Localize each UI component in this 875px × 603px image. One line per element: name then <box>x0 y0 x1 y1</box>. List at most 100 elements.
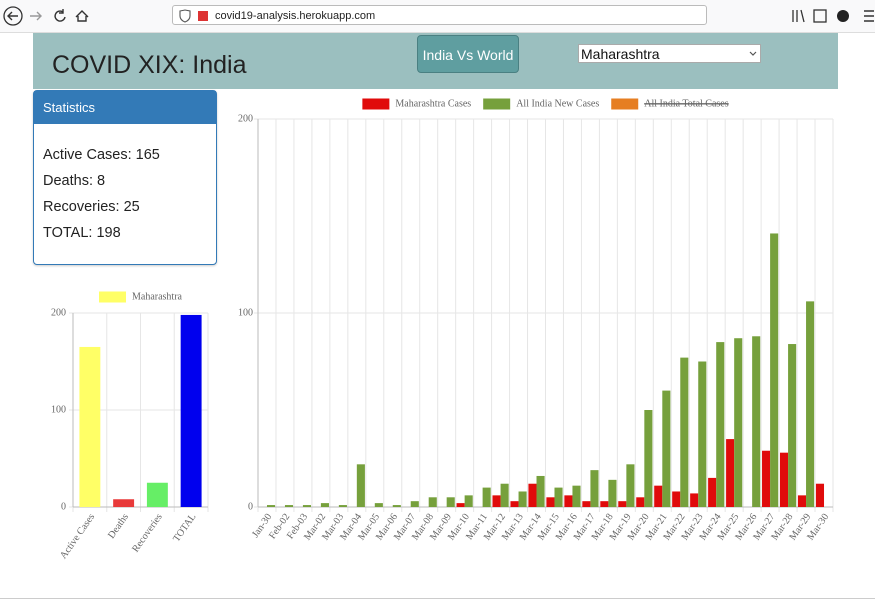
bar <box>528 483 537 507</box>
bar <box>600 501 609 507</box>
bar <box>482 487 491 507</box>
back-arrow <box>7 11 18 21</box>
statistics-card: Statistics Active Cases: 165 Deaths: 8 R… <box>33 90 217 265</box>
bar <box>582 501 591 507</box>
forward-button[interactable] <box>30 11 42 21</box>
card-title: Statistics <box>34 91 216 124</box>
legend-swatch <box>611 98 639 110</box>
bar <box>752 336 761 507</box>
select-value: Maharashtra <box>581 46 660 62</box>
y-tick-label: 200 <box>51 307 66 318</box>
bar <box>284 505 294 507</box>
x-tick-label: Recoveries <box>130 512 165 555</box>
browser-toolbar: covid19-analysis.herokuapp.com <box>0 0 875 33</box>
bar <box>302 505 312 507</box>
bar <box>788 344 797 507</box>
bar <box>564 495 573 507</box>
bar <box>644 410 653 507</box>
library-button[interactable] <box>792 9 805 23</box>
bar <box>510 501 519 507</box>
reload-button[interactable] <box>54 9 66 22</box>
bottom-border <box>0 598 875 599</box>
stat-line: TOTAL: 198 <box>43 225 121 241</box>
y-tick-label: 0 <box>61 501 66 512</box>
bar <box>708 477 717 507</box>
bar <box>734 338 743 507</box>
state-select[interactable]: Maharashtra <box>578 44 761 63</box>
bar <box>146 482 168 507</box>
legend-swatch <box>99 291 127 303</box>
url-icons <box>179 9 208 23</box>
y-tick-label: 200 <box>238 113 253 124</box>
y-tick-label: 100 <box>238 307 253 318</box>
legend-swatch <box>362 98 390 110</box>
sidebar-button[interactable] <box>813 9 827 23</box>
bar <box>180 314 202 507</box>
bar <box>492 495 501 507</box>
bar <box>338 505 347 507</box>
bar <box>428 497 437 507</box>
bar <box>554 487 563 507</box>
bar <box>392 505 401 507</box>
url-bar[interactable]: covid19-analysis.herokuapp.com <box>172 5 707 25</box>
bar <box>79 346 101 507</box>
bar <box>815 483 825 507</box>
bar <box>690 493 699 507</box>
bar <box>797 495 807 507</box>
bar <box>356 464 365 507</box>
bar <box>770 233 779 507</box>
bar <box>762 450 771 507</box>
bar <box>662 390 671 507</box>
bar <box>518 491 527 507</box>
bar <box>636 497 645 507</box>
back-button[interactable] <box>3 6 23 26</box>
bar <box>716 342 725 507</box>
stat-line: Deaths: 8 <box>43 173 106 189</box>
legend-label: All India New Cases <box>516 98 599 109</box>
account-button[interactable] <box>837 10 849 22</box>
home-button[interactable] <box>75 10 89 22</box>
stat-line: Active Cases: 165 <box>43 147 160 163</box>
bar <box>446 497 455 507</box>
bar <box>500 483 509 507</box>
bar <box>618 501 627 507</box>
bar <box>726 439 735 507</box>
bar <box>410 501 419 507</box>
bar <box>779 452 789 507</box>
bar <box>464 495 473 507</box>
stat-line: Recoveries: 25 <box>43 199 140 215</box>
bar <box>113 499 135 507</box>
bar <box>456 503 465 507</box>
bar <box>698 361 707 507</box>
legend-label: Maharashtra <box>132 291 183 302</box>
app-title: COVID XIX: India <box>52 51 247 79</box>
shield-icon <box>179 9 191 23</box>
chevron <box>749 51 757 56</box>
bar <box>590 470 599 507</box>
app-header: COVID XIX: India India Vs World Maharash… <box>33 33 838 89</box>
bar <box>320 503 329 507</box>
india-vs-world-button[interactable]: India Vs World <box>417 35 519 73</box>
bar <box>626 464 635 507</box>
y-tick-label: 100 <box>51 404 66 415</box>
bar <box>672 491 681 507</box>
bar <box>806 301 815 507</box>
bar <box>546 497 555 507</box>
x-tick-label: TOTAL <box>171 512 198 544</box>
bar <box>654 485 663 507</box>
menu-button[interactable] <box>864 10 874 22</box>
bar <box>374 503 383 507</box>
bar <box>572 485 581 507</box>
y-tick-label: 0 <box>248 501 253 512</box>
toolbar-icons <box>3 6 874 26</box>
x-tick-label: Deaths <box>106 512 131 541</box>
x-tick-label: Active Cases <box>58 512 97 561</box>
legend-swatch <box>483 98 511 110</box>
bar <box>608 479 617 507</box>
legend-label: Maharashtra Cases <box>395 98 471 109</box>
site-icon <box>198 11 208 21</box>
bar <box>536 475 545 507</box>
bar <box>680 357 689 507</box>
